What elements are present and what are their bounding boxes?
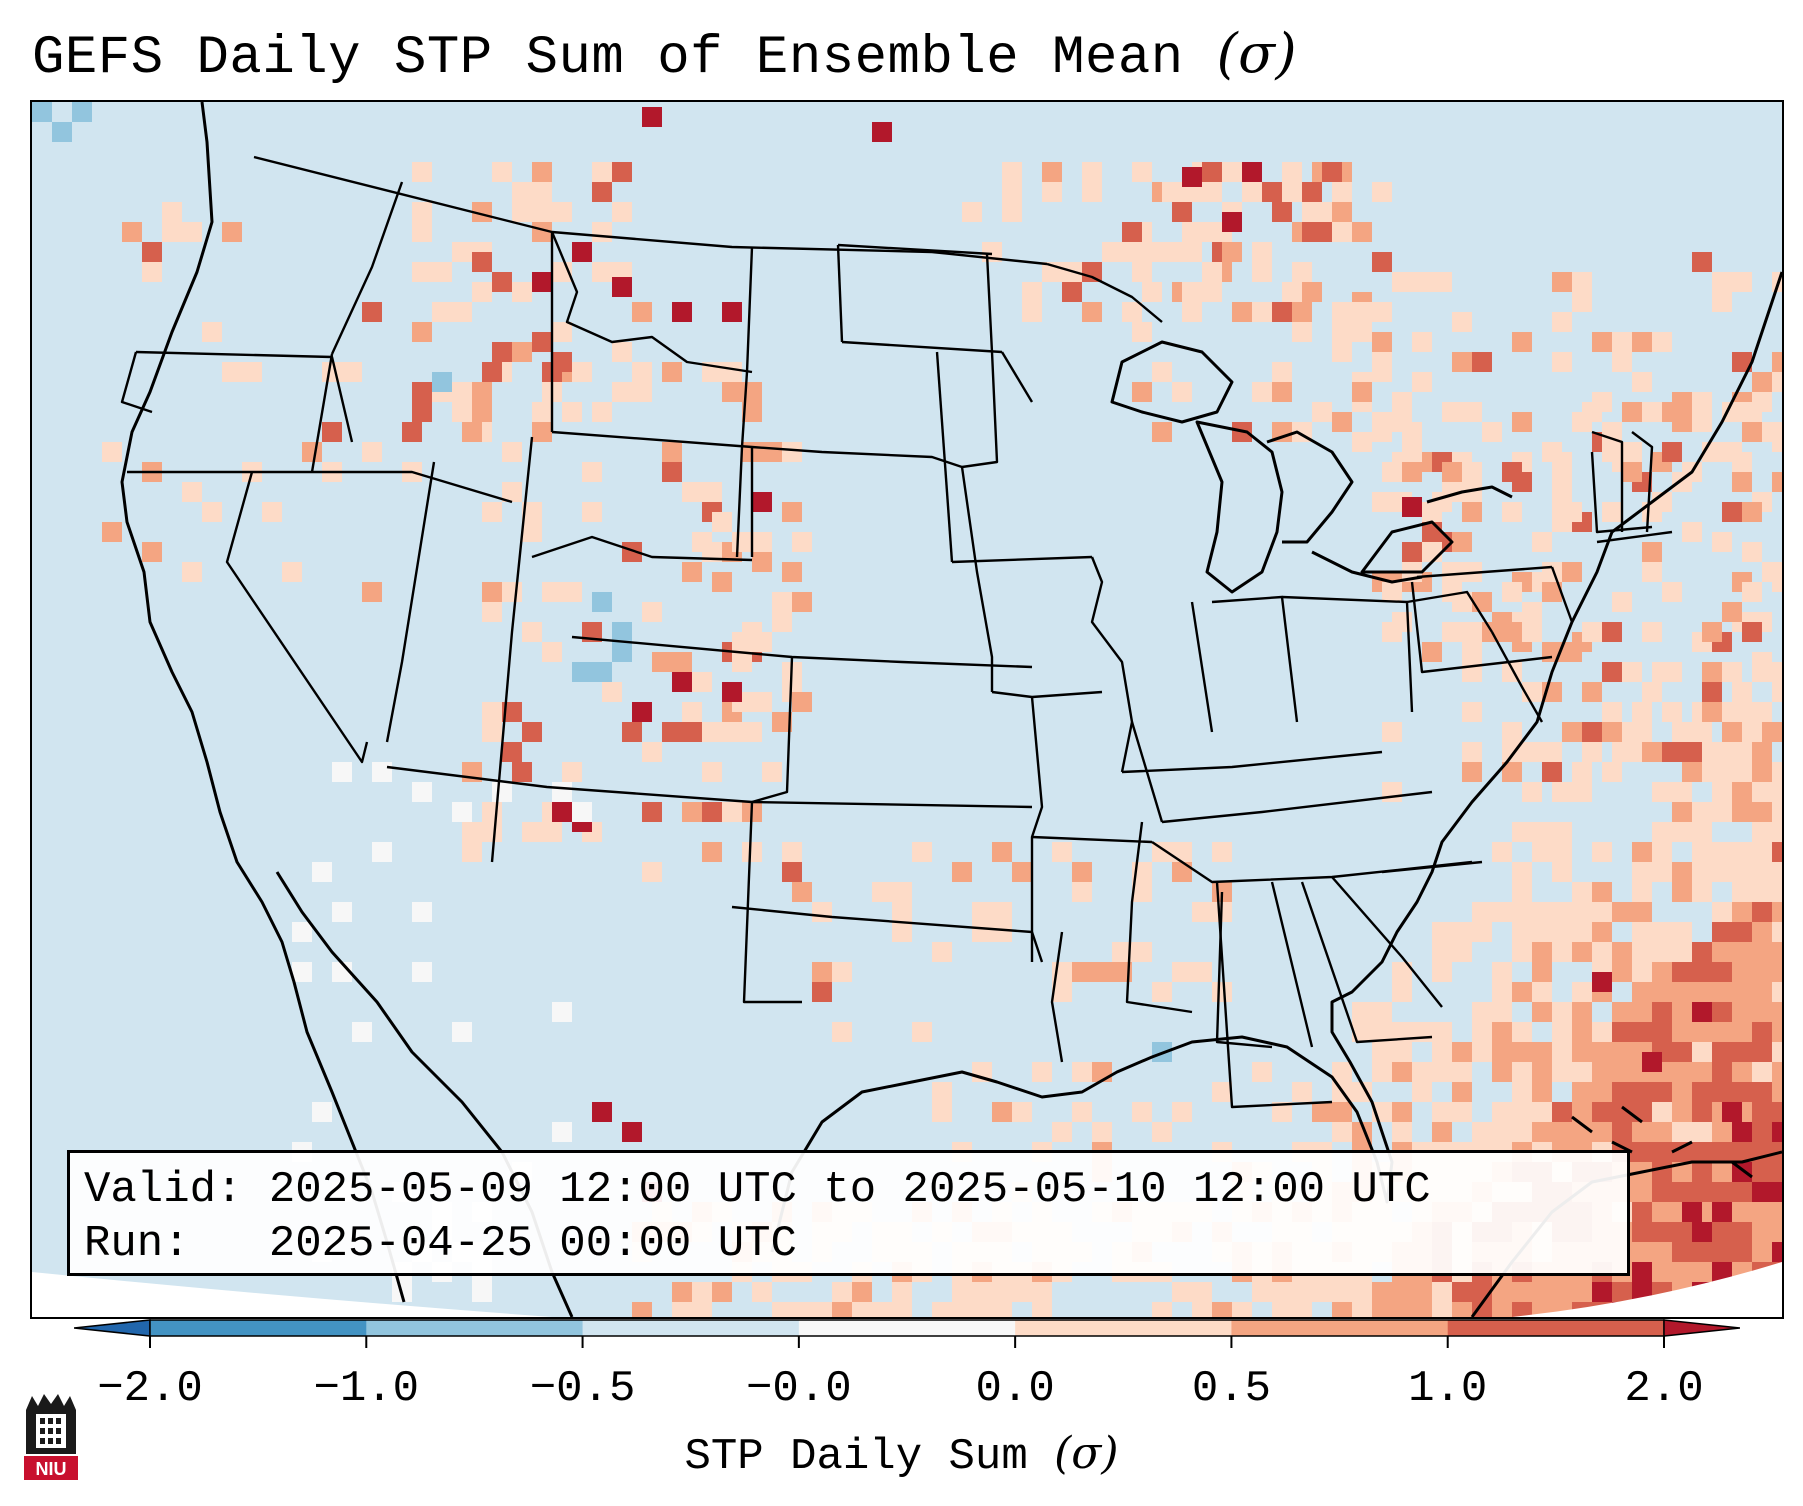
colorbar-segment <box>150 1320 367 1336</box>
run-line: Run: 2025-04-25 00:00 UTC <box>84 1217 1613 1271</box>
run-value: 2025-04-25 00:00 UTC <box>268 1219 797 1269</box>
niu-logo: NIU <box>24 1394 78 1480</box>
colorbar-segment <box>582 1320 800 1336</box>
colorbar-tick-label: 0.5 <box>1191 1364 1272 1414</box>
colorbar-tick-label: −0.5 <box>529 1364 636 1414</box>
valid-line: Valid: 2025-05-09 12:00 UTC to 2025-05-1… <box>84 1163 1613 1217</box>
state-borders <box>120 155 1673 1109</box>
valid-time-box: Valid: 2025-05-09 12:00 UTC to 2025-05-1… <box>67 1150 1630 1276</box>
colorbar-tick-label: −1.0 <box>313 1364 420 1414</box>
map-title: GEFS Daily STP Sum of Ensemble Mean (σ) <box>32 22 1298 89</box>
colorbar-ticks <box>149 1336 1665 1348</box>
map-panel[interactable] <box>30 100 1784 1319</box>
colorbar-segment <box>1015 1320 1232 1336</box>
colorbar-segment <box>1231 1320 1449 1336</box>
colorbar-tick-label: 2.0 <box>1624 1364 1704 1414</box>
colorbar-tick-label: −2.0 <box>97 1364 203 1414</box>
colorbar-segment <box>366 1320 584 1336</box>
valid-value: 2025-05-09 12:00 UTC to 2025-05-10 12:00… <box>268 1165 1431 1215</box>
colorbar-under-extension <box>74 1319 151 1337</box>
colorbar-tick-label: 0.0 <box>975 1364 1055 1414</box>
colorbar-label: STP Daily Sum (σ) <box>684 1428 1119 1482</box>
colorbar-segments <box>149 1319 1665 1337</box>
colorbar <box>74 1319 1740 1348</box>
colorbar-tick-label: −0.0 <box>746 1364 852 1414</box>
stp-anomaly-cells <box>32 102 1782 1317</box>
valid-label: Valid: <box>84 1165 243 1215</box>
svg-text:NIU: NIU <box>36 1459 67 1479</box>
stp-map <box>32 102 1782 1317</box>
colorbar-over-extension <box>1663 1319 1740 1337</box>
run-label: Run: <box>84 1219 190 1269</box>
colorbar-segment <box>1447 1320 1665 1336</box>
colorbar-tick-label: 1.0 <box>1408 1364 1488 1414</box>
colorbar-segment <box>798 1320 1016 1336</box>
